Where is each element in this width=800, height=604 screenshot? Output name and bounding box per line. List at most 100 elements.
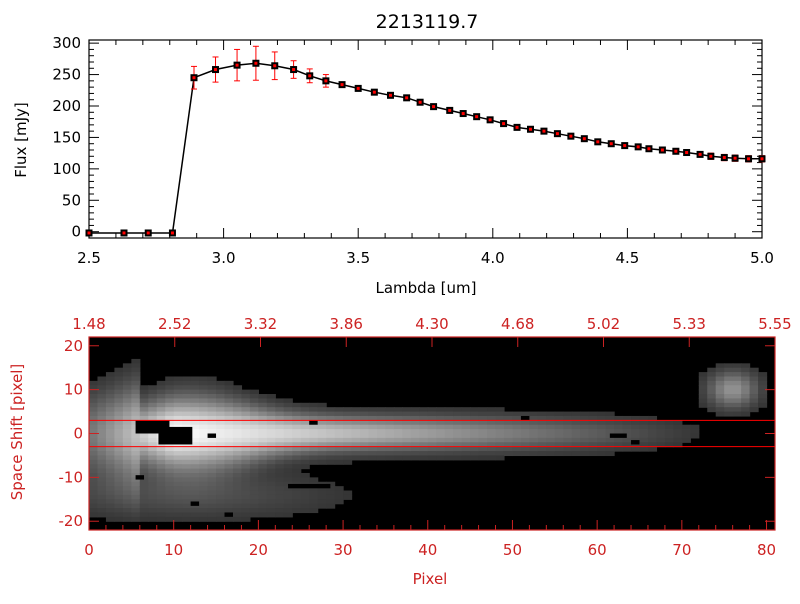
image-cell	[258, 411, 268, 417]
wavelength-tick-label: 3.32	[244, 315, 277, 333]
image-cell	[89, 446, 99, 452]
image-cell	[182, 477, 192, 483]
image-cell	[241, 415, 251, 421]
image-cell	[207, 424, 217, 430]
image-cell	[597, 451, 607, 457]
image-cell	[571, 429, 581, 435]
image-cell	[139, 459, 149, 465]
image-cell	[275, 486, 285, 492]
image-cell	[554, 420, 564, 426]
image-cell	[326, 442, 336, 448]
image-cell	[631, 446, 641, 452]
image-cell	[122, 398, 132, 404]
bad-pixel	[609, 433, 627, 438]
image-cell	[105, 424, 116, 430]
image-cell	[199, 499, 209, 505]
image-cell	[275, 459, 285, 465]
image-cell	[232, 455, 243, 461]
image-cell	[156, 481, 166, 487]
image-cell	[427, 455, 437, 461]
image-cell	[207, 398, 217, 404]
image-cell	[275, 420, 285, 426]
image-cell	[241, 503, 251, 509]
image-cell	[520, 442, 530, 448]
image-cell	[317, 494, 327, 500]
image-cell	[156, 494, 166, 500]
image-cell	[376, 446, 387, 452]
image-cell	[156, 451, 166, 457]
image-cell	[89, 442, 99, 448]
image-cell	[580, 429, 590, 435]
image-cell	[249, 490, 259, 496]
image-cell	[182, 451, 192, 457]
image-cell	[105, 472, 116, 478]
image-cell	[199, 433, 209, 439]
image-cell	[715, 398, 725, 404]
image-cell	[715, 411, 725, 417]
image-cell	[292, 402, 302, 408]
image-cell	[622, 429, 632, 435]
shift-tick-label: 0	[73, 425, 83, 443]
image-cell	[224, 486, 234, 492]
image-cell	[182, 459, 192, 465]
image-cell	[495, 446, 505, 452]
image-cell	[258, 394, 268, 400]
image-cell	[139, 437, 149, 443]
image-cell	[317, 486, 327, 492]
image-cell	[571, 451, 581, 457]
image-cell	[317, 499, 327, 505]
image-cell	[436, 451, 446, 457]
image-cell	[647, 424, 658, 430]
image-cell	[199, 451, 209, 457]
image-cell	[343, 442, 353, 448]
image-cell	[199, 415, 209, 421]
image-cell	[266, 415, 276, 421]
image-cell	[249, 508, 259, 514]
image-cell	[97, 481, 107, 487]
image-cell	[360, 429, 370, 435]
image-cell	[207, 481, 217, 487]
image-cell	[427, 429, 437, 435]
image-cell	[410, 429, 420, 435]
data-point-center	[170, 231, 174, 235]
image-cell	[249, 437, 259, 443]
image-cell	[360, 420, 370, 426]
image-cell	[224, 503, 234, 509]
image-cell	[605, 420, 615, 426]
image-cell	[105, 372, 116, 378]
image-cell	[266, 494, 276, 500]
image-cell	[89, 398, 99, 404]
image-cell	[724, 411, 734, 417]
image-cell	[588, 420, 598, 426]
image-cell	[139, 472, 149, 478]
image-cell	[266, 472, 276, 478]
image-cell	[410, 433, 420, 439]
image-cell	[300, 459, 310, 465]
image-cell	[131, 451, 141, 457]
data-point-center	[674, 149, 678, 153]
image-cell	[241, 455, 251, 461]
image-cell	[334, 455, 344, 461]
image-cell	[207, 407, 217, 413]
data-point-center	[356, 86, 360, 90]
image-cell	[681, 433, 691, 439]
image-cell	[224, 411, 234, 417]
image-cell	[182, 516, 192, 522]
image-cell	[224, 472, 234, 478]
image-cell	[165, 486, 175, 492]
image-cell	[334, 415, 344, 421]
image-cell	[275, 512, 285, 518]
image-cell	[122, 477, 132, 483]
image-cell	[343, 494, 353, 500]
image-cell	[173, 389, 183, 395]
image-cell	[351, 451, 361, 457]
image-cell	[402, 446, 412, 452]
image-cell	[131, 380, 141, 386]
image-cell	[622, 437, 632, 443]
image-cell	[105, 385, 116, 391]
shift-tick-label: -20	[59, 512, 84, 530]
image-cell	[300, 455, 310, 461]
image-cell	[724, 376, 734, 382]
image-cell	[707, 389, 717, 395]
